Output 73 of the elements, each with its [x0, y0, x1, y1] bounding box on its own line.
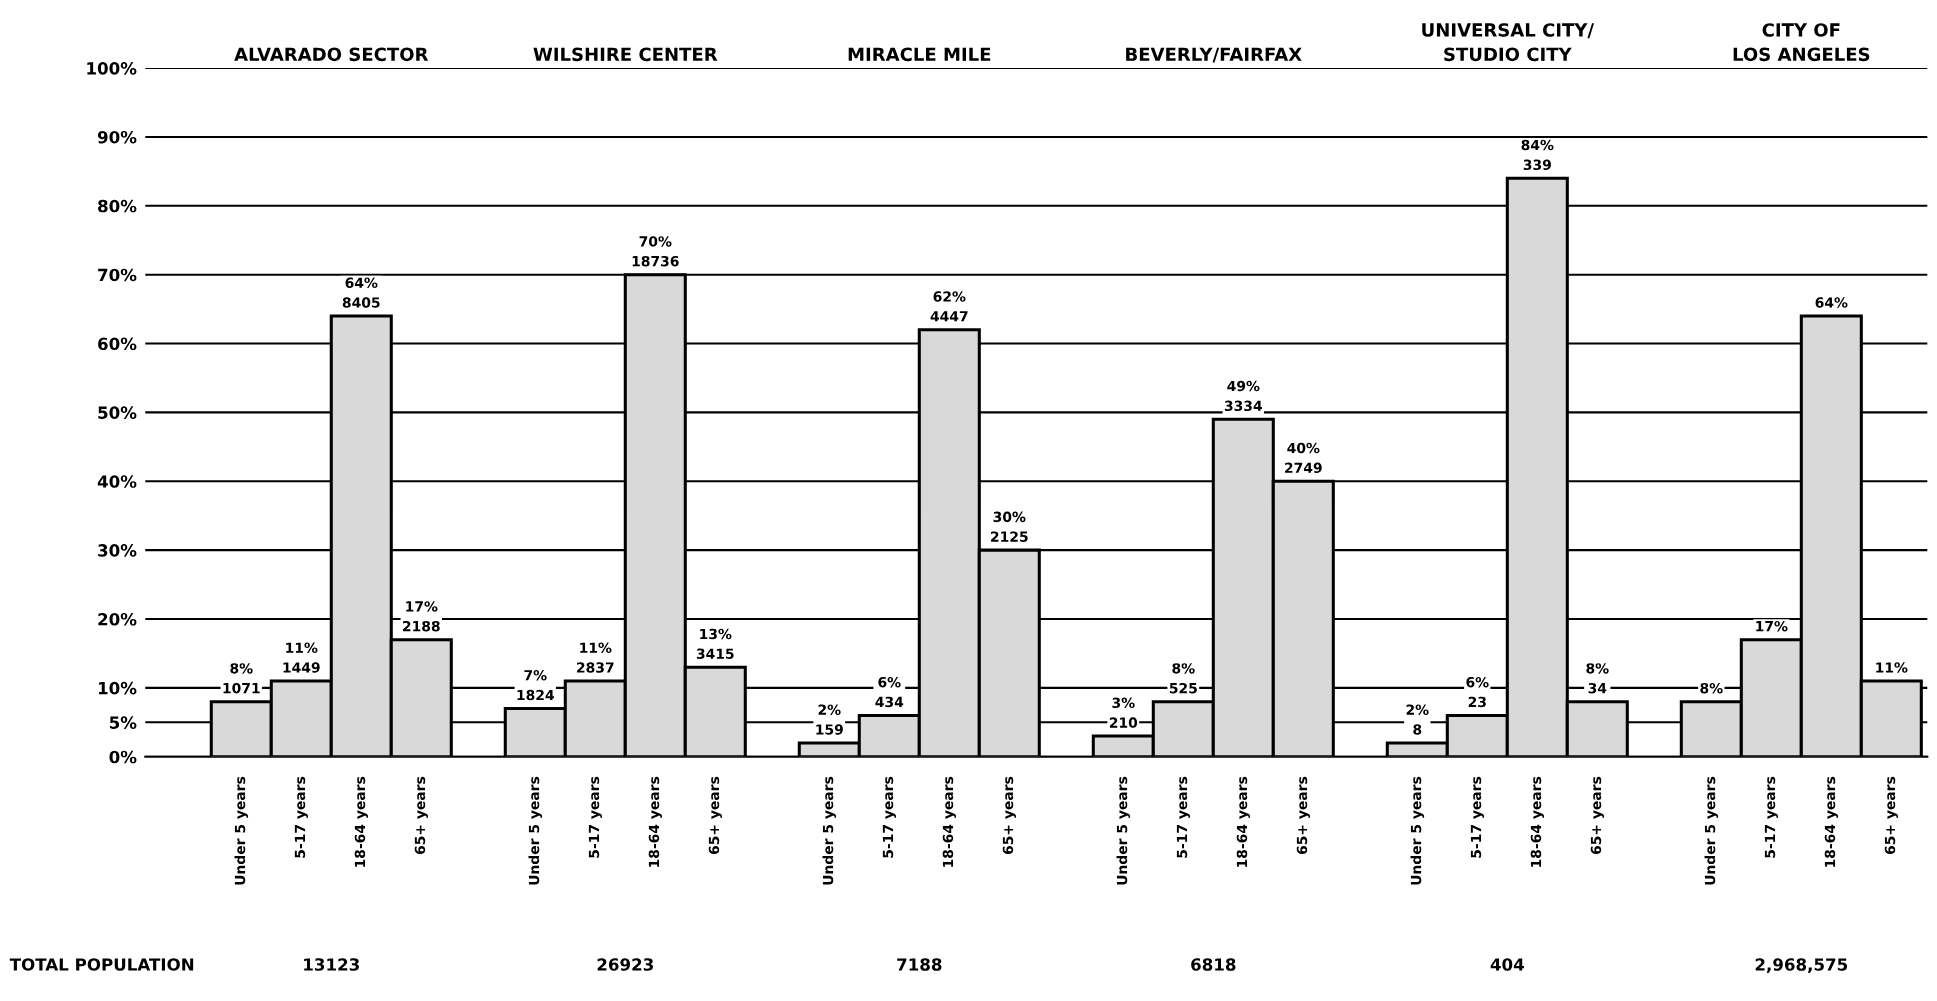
text: UNIVERSAL CITY/ STUDIO CITY	[1422, 23, 1595, 62]
x-tick-label: 5-17 years	[1176, 776, 1191, 858]
y-tick-label: 60%	[98, 337, 137, 351]
data-label: 7% 1824	[517, 670, 554, 701]
data-label: 64% 8405	[342, 277, 380, 308]
x-tick-label: 5-17 years	[1764, 776, 1779, 858]
y-tick-label: 70%	[98, 268, 137, 282]
text: 13123	[304, 958, 359, 971]
data-label: 17% 2188	[403, 601, 440, 632]
text: MIRACLE MILE	[848, 47, 991, 62]
data-label: 64%	[1815, 297, 1848, 308]
text: CITY OF LOS ANGELES	[1733, 23, 1870, 62]
data-label: 6% 23	[1466, 676, 1489, 708]
text: WILSHIRE CENTER	[533, 47, 718, 62]
data-label: 3% 210	[1109, 697, 1138, 728]
x-tick-label: 18-64 years	[1236, 776, 1251, 867]
text: TOTAL POPULATION	[9, 958, 194, 971]
y-tick-label: 40%	[97, 475, 137, 488]
text: 2,968,575	[1755, 958, 1848, 973]
x-tick-label: 65+ years	[1590, 776, 1605, 855]
data-label: 8% 1071	[223, 663, 260, 694]
data-label: 62% 4447	[930, 291, 968, 322]
data-label: 8%	[1700, 682, 1723, 694]
x-tick-label: 18-64 years	[1824, 776, 1839, 867]
y-tick-label: 100%	[87, 62, 137, 75]
data-label: 70% 18736	[632, 236, 679, 267]
data-label: 11% 2837	[577, 642, 614, 673]
x-tick-label: 18-64 years	[648, 776, 663, 867]
x-tick-label: 65+ years	[1002, 776, 1017, 855]
x-tick-label: Under 5 years	[528, 776, 543, 885]
data-label: 11%	[1876, 662, 1908, 673]
x-tick-label: 65+ years	[1296, 776, 1311, 855]
y-tick-label: 20%	[98, 612, 137, 626]
x-tick-label: Under 5 years	[1704, 776, 1719, 885]
data-label: 84% 339	[1521, 139, 1554, 171]
x-tick-label: 18-64 years	[1530, 776, 1545, 867]
x-tick-label: 65+ years	[414, 776, 428, 855]
x-tick-label: 5-17 years	[588, 776, 603, 858]
text: 404	[1490, 958, 1524, 971]
y-tick-label: 0%	[109, 750, 137, 764]
x-tick-label: Under 5 years	[1410, 776, 1425, 885]
y-tick-label: 30%	[98, 544, 137, 557]
text: 6818	[1191, 958, 1236, 971]
text: BEVERLY/FAIRFAX	[1126, 47, 1302, 63]
data-label: 13% 3415	[696, 628, 734, 659]
data-label: 8% 34	[1586, 663, 1609, 694]
text: ALVARADO SECTOR	[234, 47, 429, 62]
x-tick-label: 18-64 years	[354, 776, 368, 867]
text: 7188	[897, 958, 942, 971]
x-tick-label: Under 5 years	[234, 776, 249, 885]
text: 26923	[597, 958, 653, 971]
x-tick-label: 5-17 years	[882, 776, 897, 858]
x-tick-label: 65+ years	[1884, 776, 1899, 855]
data-label: 11% 1449	[283, 642, 320, 673]
y-tick-label: 50%	[98, 406, 137, 419]
data-label: 30% 2125	[991, 511, 1028, 542]
x-tick-label: 18-64 years	[942, 776, 957, 867]
data-label: 2% 159	[816, 704, 843, 735]
y-tick-label: 90%	[97, 130, 137, 144]
x-tick-label: 5-17 years	[294, 776, 308, 858]
x-tick-label: Under 5 years	[822, 776, 837, 885]
data-label: 49% 3334	[1224, 380, 1262, 412]
data-label: 17%	[1756, 620, 1788, 632]
data-label: 2% 8	[1406, 704, 1429, 735]
data-label: 40% 2749	[1285, 442, 1322, 474]
x-tick-label: 65+ years	[708, 776, 723, 855]
y-tick-label: 80%	[98, 199, 137, 213]
x-tick-label: Under 5 years	[1116, 776, 1131, 885]
y-tick-label: 10%	[98, 681, 137, 695]
data-label: 6% 434	[875, 676, 904, 708]
y-tick-label: 5%	[109, 716, 137, 729]
x-tick-label: 5-17 years	[1470, 776, 1485, 858]
data-label: 8% 525	[1169, 663, 1197, 694]
